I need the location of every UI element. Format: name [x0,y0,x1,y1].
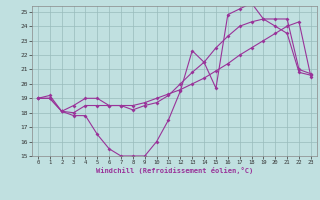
X-axis label: Windchill (Refroidissement éolien,°C): Windchill (Refroidissement éolien,°C) [96,167,253,174]
